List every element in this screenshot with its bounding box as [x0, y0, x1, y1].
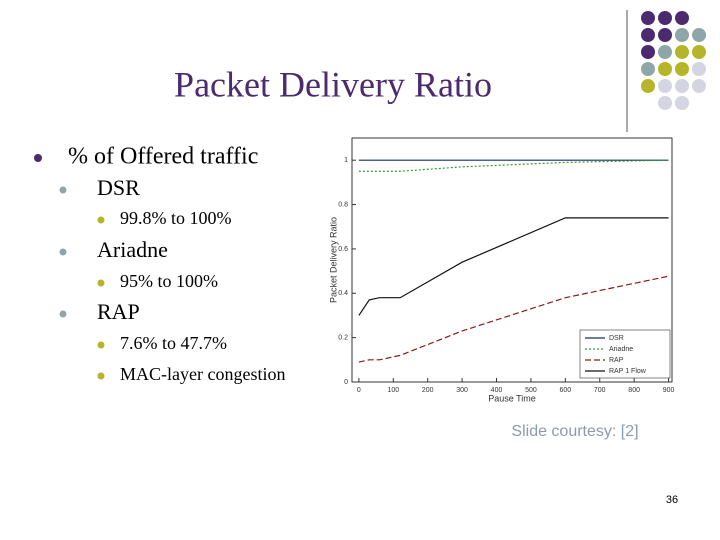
bullet-text: % of Offered traffic	[68, 144, 258, 170]
y-tick-label: 0.6	[338, 246, 348, 253]
dot	[675, 62, 689, 76]
dot	[641, 62, 655, 76]
page-number: 36	[666, 494, 678, 506]
y-axis-label: Packet Delivery Ratio	[328, 217, 338, 303]
y-tick-label: 0.2	[338, 334, 348, 341]
bullet-marker	[34, 154, 42, 162]
series-line	[358, 159, 669, 172]
plot-frame	[351, 137, 673, 383]
x-tick-label: 200	[422, 387, 434, 394]
dot	[675, 96, 689, 110]
y-tick-label: 0.8	[338, 201, 348, 208]
legend-label: RAP 1 Flow	[609, 368, 647, 375]
bullet-list: % of Offered traffic DSR 99.8% to 100% Aria…	[34, 144, 285, 384]
bullet-text: Ariadne	[97, 237, 168, 262]
bullet-text: 99.8% to 100%	[120, 208, 232, 228]
bullet-text: 7.6% to 47.7%	[120, 333, 227, 353]
bullet-text: RAP	[97, 299, 140, 324]
x-tick-label: 700	[594, 387, 606, 394]
credit: Slide courtesy: [2]	[511, 423, 638, 440]
x-tick-label: 800	[628, 387, 640, 394]
bullet-text: MAC-layer congestion	[120, 364, 285, 384]
y-tick-label: 0	[344, 379, 348, 386]
x-tick-label: 900	[663, 387, 675, 394]
dot	[658, 96, 672, 110]
bullet-marker	[97, 216, 105, 224]
dot	[675, 11, 689, 25]
legend-label: Ariadne	[609, 346, 633, 353]
bullet-marker	[59, 248, 67, 256]
slide-title: Packet Delivery Ratio	[174, 64, 492, 104]
y-tick-label: 1	[344, 157, 348, 164]
series-line	[358, 217, 669, 316]
dot	[658, 11, 672, 25]
dot	[641, 11, 655, 25]
bullet-text: DSR	[97, 175, 140, 200]
dot-grid	[641, 11, 706, 110]
dot	[641, 45, 655, 59]
x-tick-label: 400	[491, 387, 503, 394]
dot	[641, 28, 655, 42]
x-tick-label: 0	[357, 387, 361, 394]
legend-label: DSR	[609, 335, 624, 342]
bullet-marker	[59, 310, 67, 318]
bullet-marker	[97, 279, 105, 287]
dot	[675, 79, 689, 93]
x-tick-label: 300	[456, 387, 468, 394]
x-tick-label: 600	[559, 387, 571, 394]
bullet-marker	[59, 186, 67, 194]
dot	[692, 28, 706, 42]
dot	[658, 45, 672, 59]
series-line	[358, 275, 669, 363]
decoration	[626, 10, 706, 132]
x-tick-label: 100	[387, 387, 399, 394]
dot	[692, 45, 706, 59]
x-tick-label: 500	[525, 387, 537, 394]
legend: DSR Ariadne RAP RAP 1 Flow	[579, 329, 671, 379]
dot	[675, 28, 689, 42]
bullet-marker	[97, 372, 105, 380]
dot	[675, 45, 689, 59]
dot	[692, 79, 706, 93]
x-axis-label: Pause Time	[488, 393, 536, 403]
bullet-text: 95% to 100%	[120, 271, 218, 291]
dot	[658, 79, 672, 93]
dot	[658, 62, 672, 76]
dot	[692, 62, 706, 76]
legend-label: RAP	[609, 357, 624, 364]
dot	[641, 79, 655, 93]
dot	[658, 28, 672, 42]
bullet-marker	[97, 341, 105, 349]
chart: 0 0.2 0.4 0.6 0.8 1 0 100 200 300 400 500 600 700 800 9…	[328, 137, 675, 403]
y-tick-label: 0.4	[338, 290, 348, 297]
